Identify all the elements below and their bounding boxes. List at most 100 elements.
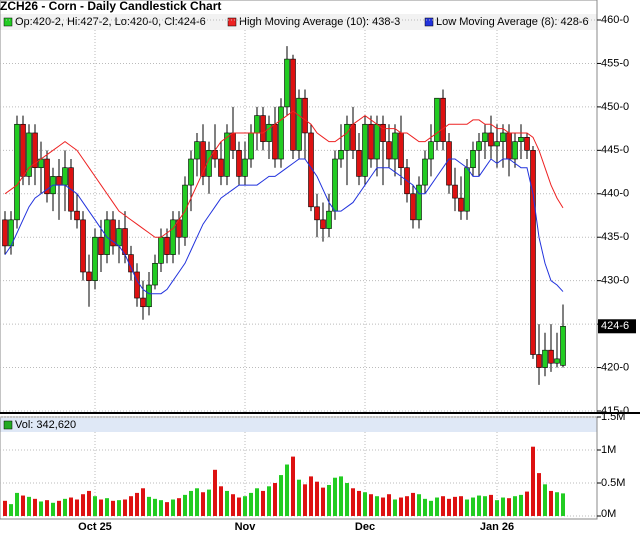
volume-bar [183,494,187,516]
volume-bar [291,456,295,516]
volume-bar [201,492,205,516]
volume-bar [363,492,367,516]
candle-body [308,132,314,208]
candle-body [284,58,290,108]
chart-title: ZCH26 - Corn - Daily Candlestick Chart [0,0,221,13]
candle-body [440,97,446,142]
volume-bar [405,496,409,516]
y-tick-label: 460-0 [601,14,629,26]
candle-body [224,132,230,177]
candle-body [524,137,530,151]
candle-body [188,158,194,186]
candle-body [236,150,242,177]
candle-body [122,228,128,255]
volume-bar [555,492,559,516]
volume-bar [525,491,529,516]
legend-swatch [227,17,237,27]
volume-bar [501,497,505,516]
legend-swatch [424,17,434,27]
volume-bar [483,496,487,516]
volume-bar [465,499,469,516]
volume-bar [399,497,403,516]
volume-bar [99,499,103,516]
x-tick-label: Dec [355,521,375,533]
volume-bar [297,479,301,516]
candle-body [296,97,302,151]
volume-bar [69,497,73,516]
volume-bar [531,446,535,516]
volume-bar [57,500,61,516]
volume-bar [117,500,121,516]
volume-bar [3,500,7,516]
candle-body [254,115,260,134]
volume-bar [123,499,127,516]
candle-body [230,132,236,151]
volume-bar [381,497,385,516]
volume-bar [249,492,253,516]
volume-bar [51,502,55,516]
candle-body [350,123,356,151]
volume-bar [261,490,265,516]
candle-body [530,150,536,355]
candle-body [314,206,320,221]
volume-bar [243,496,247,516]
candle-body [356,150,362,177]
legend-band [0,14,597,30]
volume-label: Vol: 342,620 [15,419,76,431]
candle-body [542,349,548,368]
candle-body [464,167,470,212]
candle-body [434,97,440,142]
candle-body [500,132,506,142]
candle-body [410,193,416,221]
y-tick-label: 0M [601,508,616,520]
volume-bar [147,496,151,516]
volume-bar [255,488,259,516]
candle-body [56,176,62,186]
volume-bar [135,492,139,516]
volume-bar [213,469,217,516]
volume-bar [471,497,475,516]
candle-body [422,158,428,186]
volume-bar [93,496,97,516]
x-tick-label: Oct 25 [78,521,112,533]
candle-body [320,219,326,229]
volume-bar [177,498,181,516]
volume-bar [75,499,79,516]
volume-bar [339,476,343,516]
volume-bar [507,498,511,516]
volume-bar [447,498,451,516]
candle-body [200,141,206,177]
candle-body [512,141,518,160]
volume-bar [279,475,283,516]
volume-bar [495,500,499,516]
y-tick-label: 1M [601,444,616,456]
candle-body [506,132,512,160]
candle-body [14,123,20,221]
volume-bar [315,481,319,516]
volume-bar [153,498,157,516]
volume-bar [171,499,175,516]
volume-bar [81,494,85,516]
candle-body [536,354,542,368]
volume-bar [189,490,193,516]
candle-body [470,150,476,169]
volume-bar [423,498,427,516]
candle-body [242,158,248,177]
candle-body [116,228,122,247]
volume-bar [225,490,229,516]
candle-body [170,219,176,255]
volume-bar [417,494,421,516]
candle-body [74,210,80,221]
candle-body [380,123,386,142]
volume-bar [231,494,235,516]
candle-body [548,349,554,364]
candle-body [272,123,278,160]
last-price-tag [598,319,636,334]
volume-bar [267,486,271,516]
candle-body [2,219,8,247]
candle-body [374,123,380,160]
volume-band [0,418,597,432]
volume-bar [159,500,163,516]
